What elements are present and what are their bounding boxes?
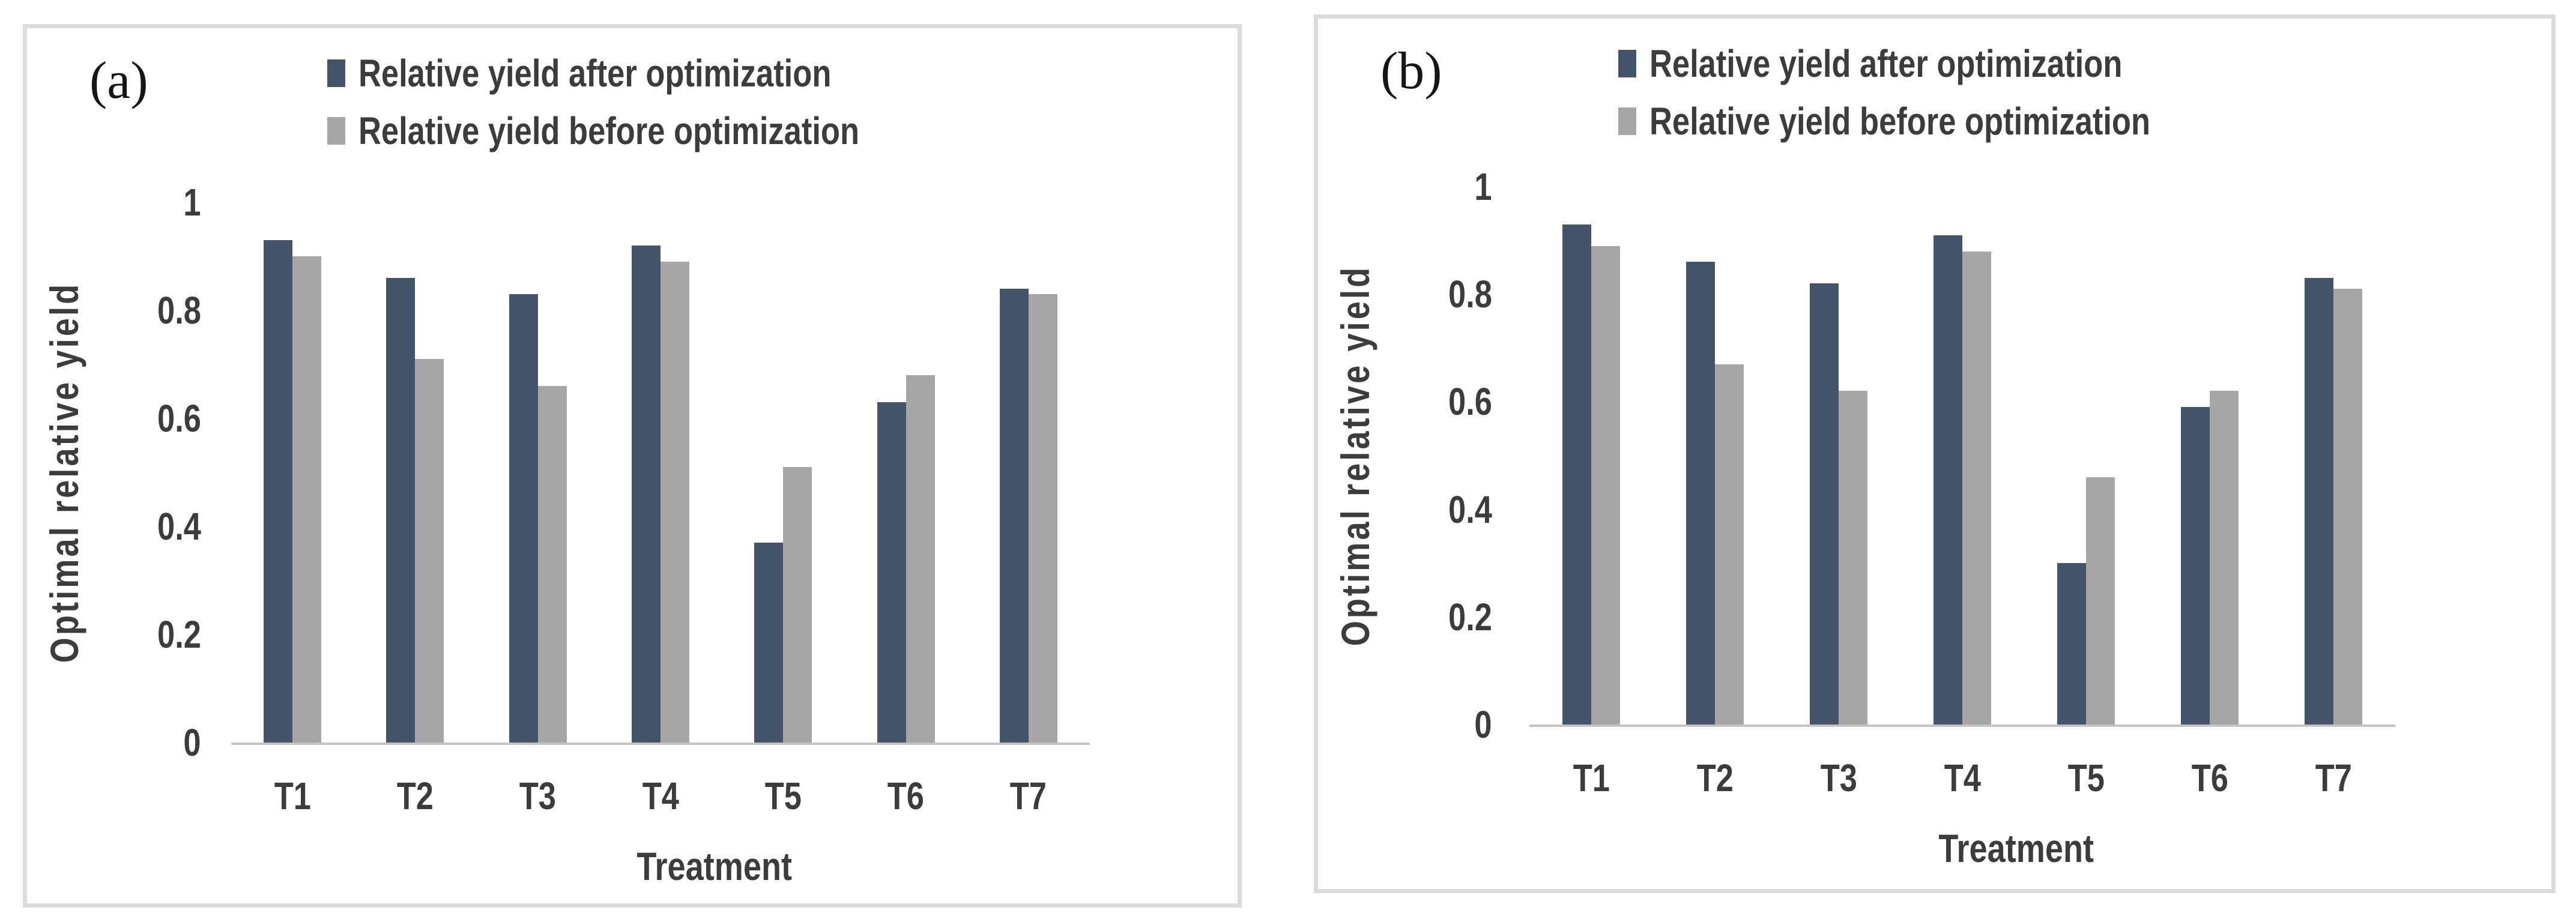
panel-label-a: (a) — [89, 52, 148, 110]
bar-group-t7 — [2272, 187, 2395, 725]
bar-t3-before — [537, 386, 567, 743]
bar-t5-after — [2057, 563, 2086, 725]
bar-group-t7 — [967, 202, 1090, 743]
legend-swatch-after — [1618, 50, 1636, 77]
bar-group-t4 — [1900, 187, 2024, 725]
x-tick-t2: T2 — [1696, 756, 1734, 800]
bar-t7-before — [1028, 294, 1057, 743]
x-axis-ticks: T1 T2 T3 T4 T5 T6 T7 — [231, 774, 1090, 818]
x-tick-t3: T3 — [1820, 756, 1857, 800]
bar-t7-after — [2305, 278, 2333, 725]
x-tick-t1: T1 — [1573, 756, 1610, 800]
plot-area — [231, 202, 1090, 745]
bar-group-t5 — [722, 202, 844, 743]
x-tick-t5: T5 — [764, 774, 802, 818]
x-axis-ticks: T1 T2 T3 T4 T5 T6 T7 — [1529, 756, 2395, 800]
chart-panel-b: (b) Relative yield after optimization Re… — [1314, 14, 2556, 893]
bar-t1-before — [292, 256, 322, 743]
legend-label-before: Relative yield before optimization — [1649, 100, 2151, 143]
legend-swatch-before — [1618, 107, 1636, 135]
bar-group-t3 — [1777, 187, 1900, 725]
x-tick-t6: T6 — [2191, 756, 2228, 800]
bar-group-t6 — [844, 202, 967, 743]
x-tick-t2: T2 — [396, 774, 434, 818]
bar-t5-before — [2086, 477, 2115, 725]
y-axis-title: Optimal relative yield — [1333, 265, 1377, 646]
x-tick-t7: T7 — [2315, 756, 2352, 800]
bar-group-t2 — [1653, 187, 1777, 725]
y-tick-0: 0 — [1474, 703, 1492, 746]
bar-t4-after — [1934, 235, 1962, 725]
plot-area — [1529, 187, 2395, 727]
x-axis-title: Treatment — [636, 844, 793, 888]
bar-t1-after — [264, 240, 293, 743]
x-tick-t4: T4 — [642, 774, 679, 818]
legend-item-before: Relative yield before optimization — [327, 109, 969, 152]
legend: Relative yield after optimization Relati… — [327, 52, 969, 152]
bar-group-t6 — [2148, 187, 2272, 725]
bar-group-t4 — [599, 202, 722, 743]
bar-group-t1 — [231, 202, 354, 743]
legend-label-before: Relative yield before optimization — [358, 109, 860, 152]
y-axis-title: Optimal relative yield — [42, 282, 86, 663]
y-tick-1: 1 — [1474, 165, 1492, 208]
legend-label-after: Relative yield after optimization — [1649, 42, 2123, 85]
x-tick-t1: T1 — [274, 774, 311, 818]
bar-t5-before — [783, 467, 812, 743]
bar-t1-before — [1591, 246, 1620, 725]
bar-t3-after — [1810, 283, 1839, 725]
bar-t5-after — [754, 543, 784, 743]
bar-t2-before — [415, 359, 444, 743]
bar-t7-after — [999, 289, 1029, 743]
legend-label-after: Relative yield after optimization — [358, 52, 832, 95]
legend: Relative yield after optimization Relati… — [1618, 42, 2260, 143]
bar-t6-before — [2210, 391, 2239, 725]
bar-group-t2 — [354, 202, 476, 743]
x-axis-title: Treatment — [1938, 826, 2094, 870]
bar-group-t1 — [1529, 187, 1653, 725]
bar-t7-before — [2333, 289, 2362, 725]
bar-group-t3 — [477, 202, 599, 743]
bar-t3-before — [1839, 391, 1867, 725]
x-tick-t7: T7 — [1010, 774, 1047, 818]
legend-item-after: Relative yield after optimization — [1618, 42, 2260, 85]
y-tick-1: 1 — [183, 181, 201, 224]
bar-t4-before — [1962, 252, 1991, 725]
bar-t3-after — [509, 294, 538, 743]
legend-item-after: Relative yield after optimization — [327, 52, 969, 95]
x-tick-t6: T6 — [887, 774, 925, 818]
x-tick-t3: T3 — [519, 774, 557, 818]
bar-t4-before — [660, 262, 689, 743]
x-tick-t4: T4 — [1944, 756, 1981, 800]
panel-label-b: (b) — [1380, 42, 1442, 100]
bar-t6-after — [877, 402, 906, 743]
y-tick-0: 0 — [183, 721, 201, 764]
legend-item-before: Relative yield before optimization — [1618, 100, 2260, 143]
bar-t1-after — [1562, 224, 1591, 725]
bar-t2-before — [1715, 364, 1744, 725]
chart-panel-a: (a) Relative yield after optimization Re… — [23, 24, 1242, 908]
bar-t6-after — [2181, 407, 2210, 725]
bar-group-t5 — [2024, 187, 2148, 725]
legend-swatch-before — [327, 117, 345, 145]
bar-t4-after — [631, 246, 661, 743]
x-tick-t5: T5 — [2067, 756, 2105, 800]
legend-swatch-after — [327, 59, 345, 87]
bar-t2-after — [1686, 262, 1715, 725]
bar-t2-after — [386, 278, 416, 743]
bar-t6-before — [906, 375, 935, 743]
